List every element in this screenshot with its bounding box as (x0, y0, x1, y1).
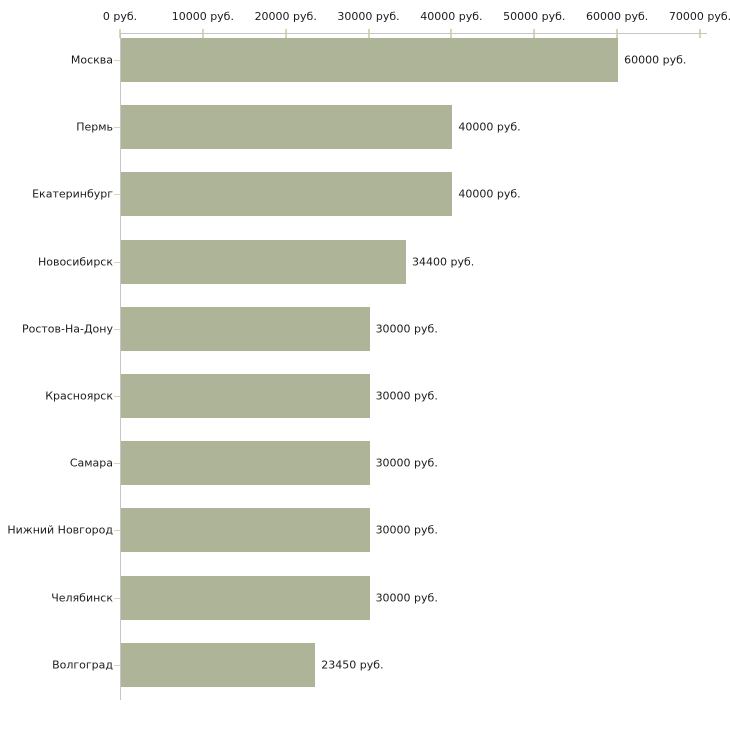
bar-row: Ростов-На-Дону 30000 руб. (0, 306, 730, 351)
value-label: 30000 руб. (375, 456, 438, 470)
x-axis-tick-label: 10000 руб. (171, 10, 234, 23)
bar (121, 306, 370, 351)
category-tick-mark (114, 463, 120, 465)
category-label: Самара (69, 456, 113, 470)
x-axis-tick-label: 50000 руб. (503, 10, 566, 23)
bar-row: Пермь 40000 руб. (0, 105, 730, 150)
category-label: Нижний Новгород (7, 523, 113, 537)
bar (121, 374, 370, 418)
bar-row: Красноярск 30000 руб. (0, 374, 730, 418)
category-label: Волгоград (52, 658, 113, 672)
x-axis-tick-label: 20000 руб. (254, 10, 317, 23)
category-tick-mark (114, 664, 120, 666)
category-tick-mark (114, 194, 120, 196)
category-label: Екатеринбург (32, 187, 113, 201)
bar-row: Нижний Новгород 30000 руб. (0, 508, 730, 553)
category-tick-mark (114, 396, 120, 397)
x-axis-tick-label: 30000 руб. (337, 10, 400, 23)
category-tick-mark (114, 127, 120, 129)
category-label: Челябинск (51, 591, 113, 605)
category-tick-mark (114, 328, 120, 330)
value-label: 40000 руб. (458, 120, 521, 134)
x-axis-tick-label: 0 руб. (102, 10, 138, 23)
value-label: 30000 руб. (375, 322, 438, 336)
bar-row: Волгоград 23450 руб. (0, 642, 730, 687)
category-label: Красноярск (45, 389, 113, 403)
value-label: 30000 руб. (375, 523, 438, 537)
x-axis-tick-label: 40000 руб. (420, 10, 483, 23)
bar (121, 239, 407, 284)
x-axis-line (120, 33, 707, 34)
bar (121, 642, 316, 687)
category-tick-mark (114, 261, 120, 263)
value-label: 23450 руб. (321, 658, 384, 672)
x-axis-tick-label: 70000 руб. (668, 10, 730, 23)
bar (121, 508, 370, 553)
bar (121, 105, 453, 150)
bar-row: Екатеринбург 40000 руб. (0, 172, 730, 217)
bar-row: Самара 30000 руб. (0, 441, 730, 486)
value-label: 60000 руб. (624, 53, 687, 67)
y-axis-line (120, 33, 121, 700)
category-label: Ростов-На-Дону (21, 322, 113, 336)
bar (121, 38, 619, 82)
category-label: Новосибирск (37, 255, 113, 269)
category-label: Пермь (76, 120, 113, 134)
value-label: 34400 руб. (412, 255, 475, 269)
x-axis-tick-label: 60000 руб. (586, 10, 649, 23)
bar-row: Челябинск 30000 руб. (0, 575, 730, 620)
bar-row: Новосибирск 34400 руб. (0, 239, 730, 284)
category-tick-mark (114, 60, 120, 61)
value-label: 30000 руб. (375, 591, 438, 605)
bar (121, 441, 370, 486)
category-tick-mark (114, 597, 120, 599)
bar-row: Москва 60000 руб. (0, 38, 730, 82)
bar (121, 172, 453, 217)
category-tick-mark (114, 530, 120, 532)
bar (121, 575, 370, 620)
value-label: 30000 руб. (375, 389, 438, 403)
category-label: Москва (70, 53, 113, 67)
value-label: 40000 руб. (458, 187, 521, 201)
